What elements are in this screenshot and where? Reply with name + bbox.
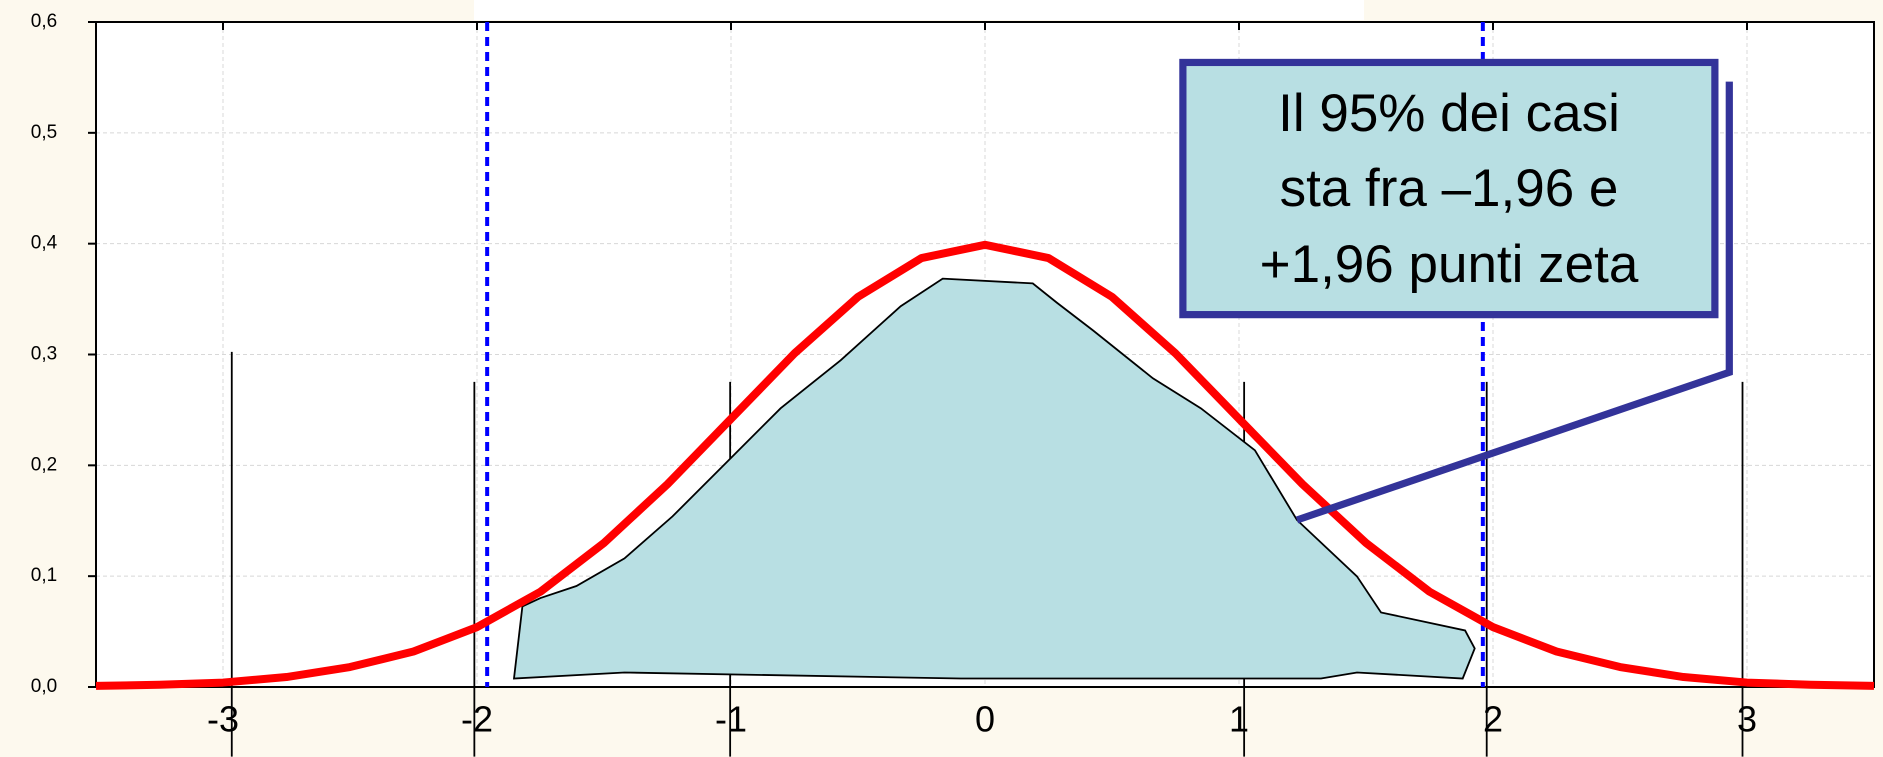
y-tick-label: 0,6	[31, 11, 57, 32]
x-tick-label: 1	[1229, 699, 1249, 740]
top-strip	[474, 0, 1364, 20]
annotation-text: +1,96 punti zeta	[1260, 235, 1639, 294]
y-tick-label: 0,0	[31, 676, 57, 697]
x-tick-label: 2	[1483, 699, 1503, 740]
y-tick-label: 0,5	[31, 122, 57, 143]
y-tick-label: 0,1	[31, 565, 57, 586]
y-tick-label: 0,2	[31, 454, 57, 475]
y-tick-label: 0,4	[31, 233, 58, 254]
chart: Il 95% dei casi sta fra –1,96 e +1,96 pu…	[0, 0, 1883, 757]
page: Il 95% dei casi sta fra –1,96 e +1,96 pu…	[0, 0, 1883, 757]
annotation-text: Il 95% dei casi	[1278, 84, 1620, 143]
x-tick-label: -2	[461, 699, 493, 740]
y-tick-label: 0,3	[31, 344, 57, 365]
annotation-text: sta fra –1,96 e	[1280, 159, 1619, 218]
x-tick-label: 3	[1737, 699, 1757, 740]
x-tick-label: -1	[715, 699, 747, 740]
x-tick-label: -3	[207, 699, 239, 740]
x-tick-label: 0	[975, 699, 995, 740]
